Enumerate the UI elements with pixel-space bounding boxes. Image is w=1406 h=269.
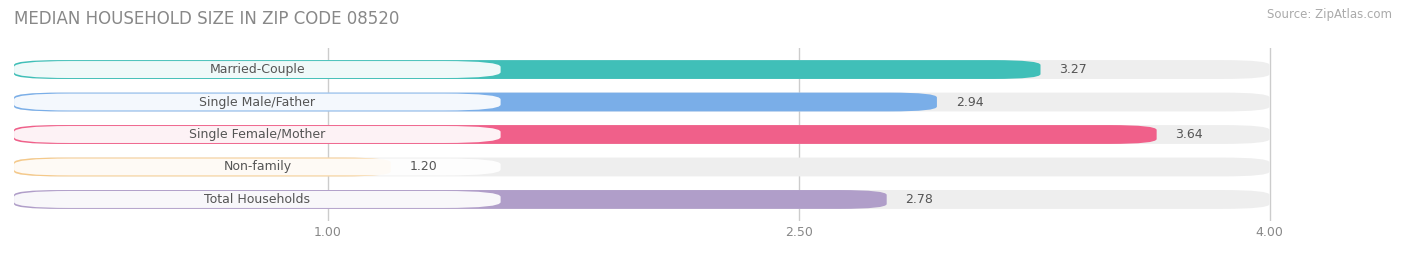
FancyBboxPatch shape <box>14 93 936 111</box>
FancyBboxPatch shape <box>14 126 501 143</box>
FancyBboxPatch shape <box>14 60 1270 79</box>
Text: MEDIAN HOUSEHOLD SIZE IN ZIP CODE 08520: MEDIAN HOUSEHOLD SIZE IN ZIP CODE 08520 <box>14 10 399 28</box>
FancyBboxPatch shape <box>14 125 1157 144</box>
FancyBboxPatch shape <box>14 158 1270 176</box>
Text: Married-Couple: Married-Couple <box>209 63 305 76</box>
Text: 1.20: 1.20 <box>409 161 437 174</box>
Text: Single Male/Father: Single Male/Father <box>200 95 315 108</box>
FancyBboxPatch shape <box>14 125 1270 144</box>
Text: 3.27: 3.27 <box>1059 63 1087 76</box>
FancyBboxPatch shape <box>14 158 501 175</box>
Text: 2.78: 2.78 <box>905 193 934 206</box>
FancyBboxPatch shape <box>14 158 391 176</box>
FancyBboxPatch shape <box>14 61 501 78</box>
FancyBboxPatch shape <box>14 190 887 209</box>
Text: 3.64: 3.64 <box>1175 128 1204 141</box>
Text: Total Households: Total Households <box>204 193 311 206</box>
Text: 2.94: 2.94 <box>956 95 983 108</box>
FancyBboxPatch shape <box>14 191 501 208</box>
Text: Source: ZipAtlas.com: Source: ZipAtlas.com <box>1267 8 1392 21</box>
FancyBboxPatch shape <box>14 93 1270 111</box>
FancyBboxPatch shape <box>14 60 1040 79</box>
Text: Single Female/Mother: Single Female/Mother <box>190 128 325 141</box>
FancyBboxPatch shape <box>14 94 501 111</box>
Text: Non-family: Non-family <box>224 161 291 174</box>
FancyBboxPatch shape <box>14 190 1270 209</box>
